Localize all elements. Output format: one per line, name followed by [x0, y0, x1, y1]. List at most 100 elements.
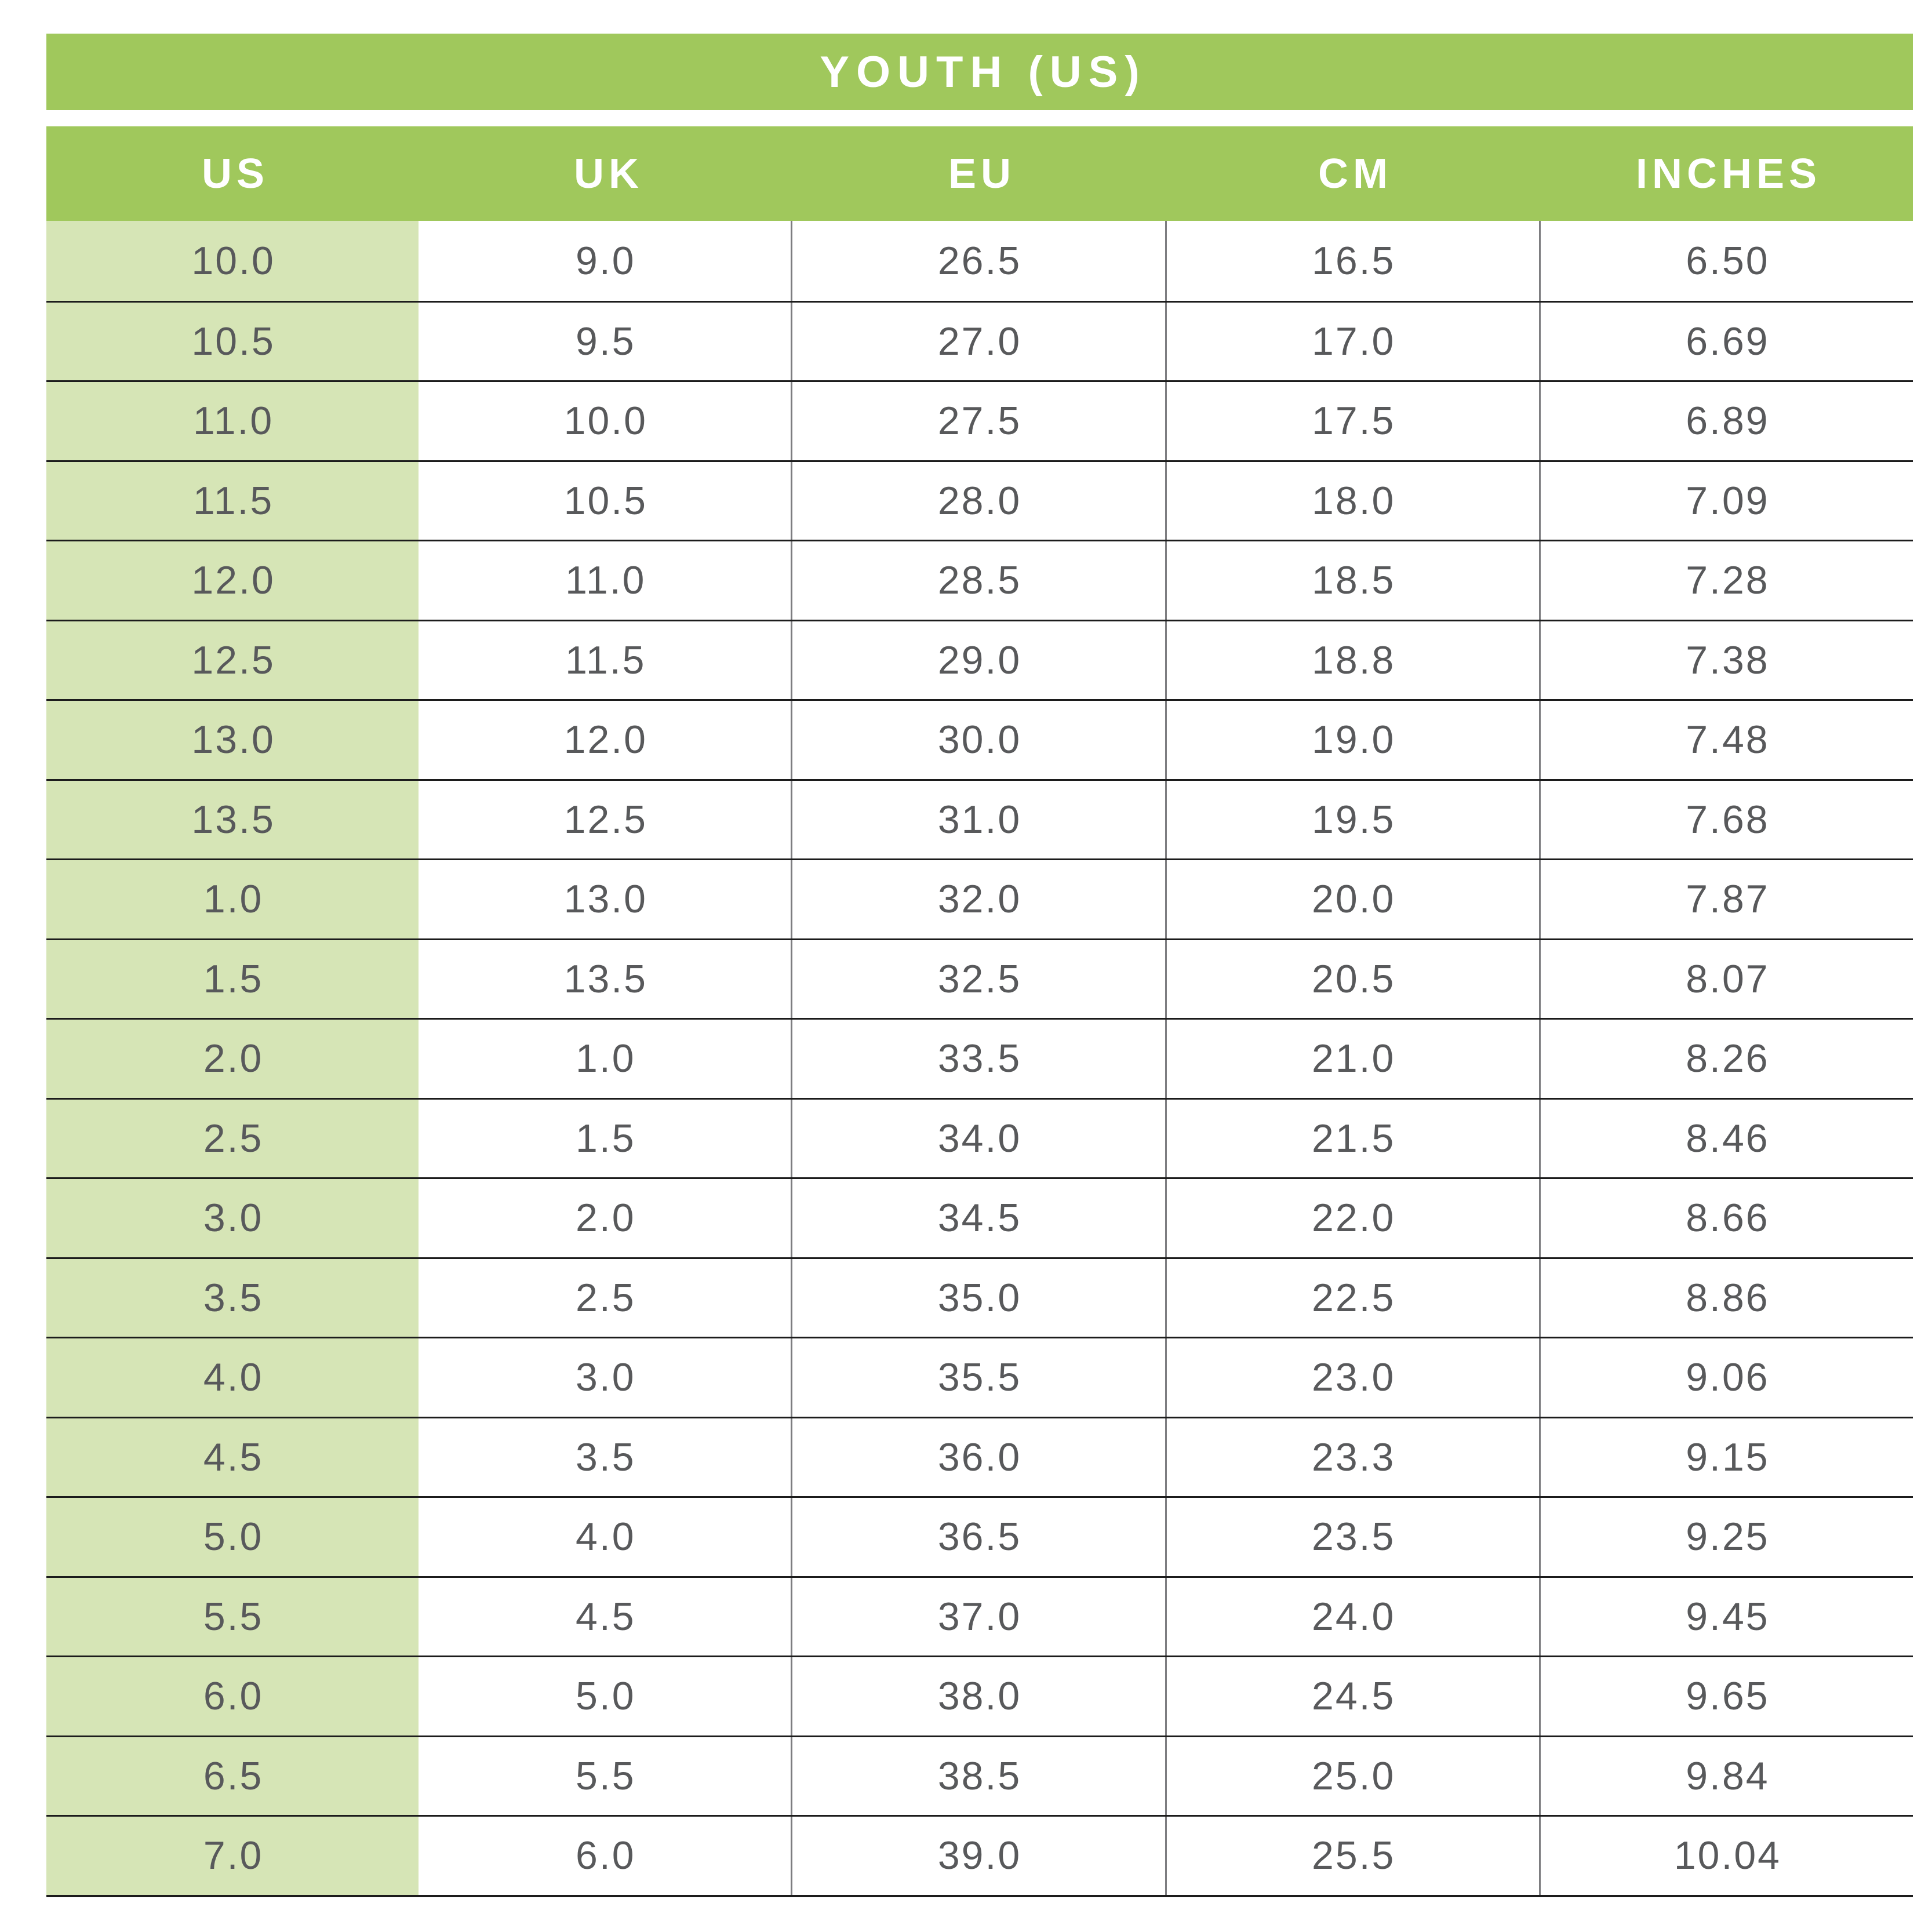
cell-us: 12.5 [46, 621, 419, 699]
cell-inches: 8.46 [1538, 1099, 1913, 1177]
cell-us: 4.0 [46, 1338, 419, 1417]
cell-cm: 24.5 [1165, 1657, 1539, 1735]
cell-us: 2.0 [46, 1020, 419, 1098]
table-row: 5.0 4.0 36.5 23.5 9.25 [46, 1496, 1913, 1576]
cell-uk: 4.5 [576, 1594, 636, 1639]
cell-eu: 35.5 [791, 1338, 1165, 1417]
cell-eu: 26.5 [791, 221, 1165, 301]
cell-uk: 9.0 [576, 238, 636, 283]
cell-inches: 8.07 [1538, 940, 1913, 1018]
cell-eu: 39.0 [791, 1817, 1165, 1895]
cell-eu: 38.5 [791, 1737, 1165, 1815]
cell-eu: 32.5 [791, 940, 1165, 1018]
cell-cm: 23.5 [1165, 1498, 1539, 1576]
cell-inches: 9.06 [1538, 1338, 1913, 1417]
cell-inches: 7.09 [1538, 461, 1913, 540]
cell-cm: 17.5 [1165, 382, 1539, 460]
cell-inches: 9.25 [1538, 1498, 1913, 1576]
cell-cm: 16.5 [1165, 221, 1539, 301]
cell-us: 6.0 [46, 1657, 419, 1735]
table-row: 2.0 1.0 33.5 21.0 8.26 [46, 1018, 1913, 1098]
cell-eu: 27.0 [791, 302, 1165, 380]
cell-inches: 9.15 [1538, 1418, 1913, 1496]
cell-eu: 33.5 [791, 1020, 1165, 1098]
table-row: 13.5 12.5 31.0 19.5 7.68 [46, 778, 1913, 858]
cell-us: 1.0 [46, 860, 419, 938]
cell-cm: 17.0 [1165, 302, 1539, 380]
cell-us: 13.5 [46, 780, 419, 858]
cell-uk: 5.0 [576, 1674, 636, 1719]
cell-cm: 18.8 [1165, 621, 1539, 699]
cell-uk: 11.0 [565, 558, 646, 603]
cell-cm: 25.5 [1165, 1817, 1539, 1895]
column-header-cm: CM [1318, 150, 1392, 197]
table-row: 12.0 11.0 28.5 18.5 7.28 [46, 540, 1913, 620]
cell-us: 11.0 [46, 382, 419, 460]
cell-us: 3.5 [46, 1258, 419, 1337]
cell-eu: 27.5 [791, 382, 1165, 460]
cell-inches: 7.48 [1538, 701, 1913, 779]
cell-cm: 20.0 [1165, 860, 1539, 938]
cell-inches: 9.65 [1538, 1657, 1913, 1735]
cell-cm: 18.0 [1165, 461, 1539, 540]
cell-eu: 38.0 [791, 1657, 1165, 1735]
cell-uk: 9.5 [576, 319, 636, 363]
table-row: 2.5 1.5 34.0 21.5 8.46 [46, 1097, 1913, 1177]
cell-eu: 34.5 [791, 1179, 1165, 1257]
cell-inches: 8.66 [1538, 1179, 1913, 1257]
cell-eu: 32.0 [791, 860, 1165, 938]
table-row: 5.5 4.5 37.0 24.0 9.45 [46, 1576, 1913, 1656]
cell-us: 7.0 [46, 1817, 419, 1895]
cell-cm: 22.5 [1165, 1258, 1539, 1337]
table-row: 11.5 10.5 28.0 18.0 7.09 [46, 460, 1913, 540]
column-header-uk: UK [574, 150, 643, 197]
cell-cm: 19.0 [1165, 701, 1539, 779]
table-row: 12.5 11.5 29.0 18.8 7.38 [46, 619, 1913, 699]
cell-uk: 2.0 [576, 1196, 636, 1240]
cell-us: 10.5 [46, 302, 419, 380]
cell-inches: 8.26 [1538, 1020, 1913, 1098]
cell-inches: 9.84 [1538, 1737, 1913, 1815]
title-bar: YOUTH (US) [46, 34, 1913, 110]
cell-eu: 31.0 [791, 780, 1165, 858]
cell-inches: 9.45 [1538, 1577, 1913, 1656]
table-row: 4.0 3.0 35.5 23.0 9.06 [46, 1337, 1913, 1417]
cell-us: 1.5 [46, 940, 419, 1018]
table-row: 10.0 9.0 26.5 16.5 6.50 [46, 221, 1913, 301]
cell-eu: 29.0 [791, 621, 1165, 699]
column-header-us: US [201, 150, 270, 197]
cell-eu: 35.0 [791, 1258, 1165, 1337]
cell-cm: 24.0 [1165, 1577, 1539, 1656]
cell-eu: 36.5 [791, 1498, 1165, 1576]
cell-uk: 11.5 [565, 638, 646, 682]
cell-uk: 13.0 [563, 877, 647, 922]
cell-inches: 7.87 [1538, 860, 1913, 938]
cell-inches: 7.38 [1538, 621, 1913, 699]
table-row: 3.0 2.0 34.5 22.0 8.66 [46, 1177, 1913, 1257]
cell-us: 5.5 [46, 1577, 419, 1656]
cell-cm: 19.5 [1165, 780, 1539, 858]
table-body: 10.0 9.0 26.5 16.5 6.50 10.5 9.5 27.0 17.0 6.69 11… [46, 221, 1913, 1897]
table-row: 11.0 10.0 27.5 17.5 6.89 [46, 380, 1913, 460]
cell-us: 5.0 [46, 1498, 419, 1576]
cell-cm: 21.5 [1165, 1099, 1539, 1177]
cell-uk: 2.5 [576, 1275, 636, 1320]
column-header-inches: INCHES [1635, 150, 1822, 197]
cell-inches: 6.69 [1538, 302, 1913, 380]
cell-cm: 23.3 [1165, 1418, 1539, 1496]
cell-uk: 12.5 [563, 797, 647, 842]
cell-uk: 10.5 [563, 478, 647, 523]
cell-us: 13.0 [46, 701, 419, 779]
cell-eu: 30.0 [791, 701, 1165, 779]
cell-cm: 18.5 [1165, 541, 1539, 620]
cell-uk: 13.5 [563, 956, 647, 1001]
cell-cm: 21.0 [1165, 1020, 1539, 1098]
cell-eu: 37.0 [791, 1577, 1165, 1656]
table-row: 3.5 2.5 35.0 22.5 8.86 [46, 1257, 1913, 1337]
cell-us: 10.0 [46, 221, 419, 301]
cell-cm: 22.0 [1165, 1179, 1539, 1257]
cell-uk: 10.0 [563, 399, 647, 443]
column-header-eu: EU [948, 150, 1016, 197]
cell-inches: 7.68 [1538, 780, 1913, 858]
table-row: 1.5 13.5 32.5 20.5 8.07 [46, 938, 1913, 1018]
